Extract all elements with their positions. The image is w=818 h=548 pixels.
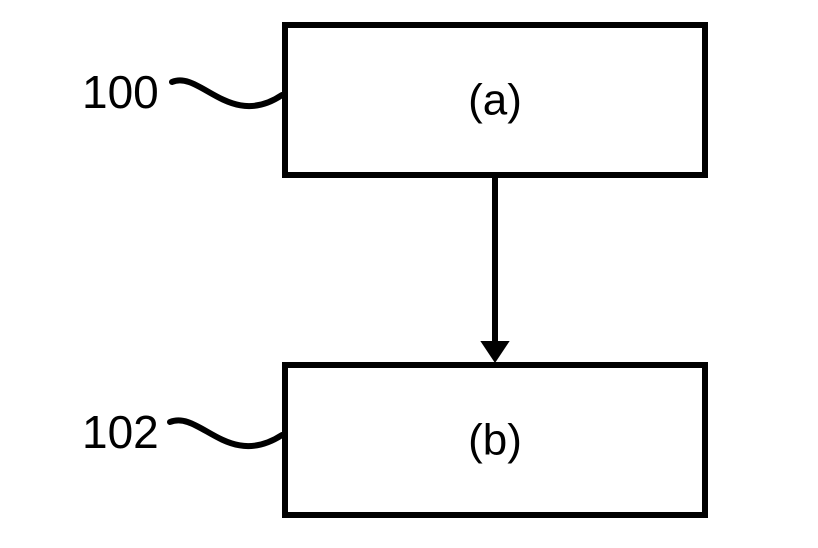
reference-number: 100 [82,66,159,118]
reference-number: 102 [82,406,159,458]
box-label: (b) [468,416,522,465]
box-label: (a) [468,76,522,125]
flowchart-diagram: (a) 100 (b) 102 [0,0,818,548]
